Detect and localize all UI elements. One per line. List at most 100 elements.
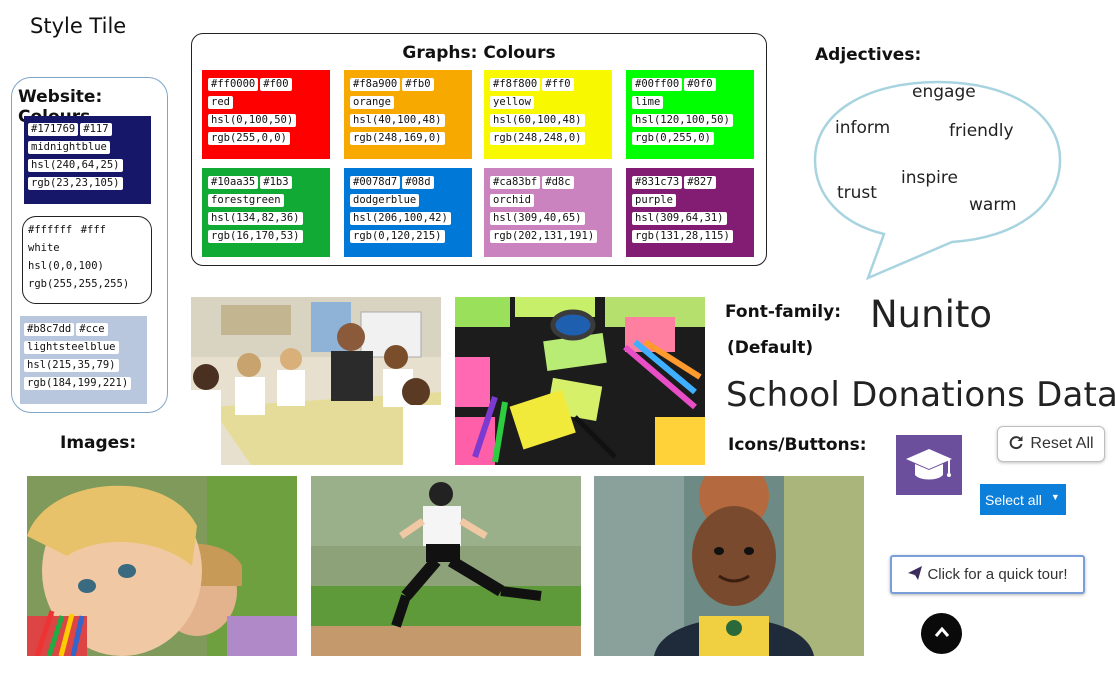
reset-all-label: Reset All bbox=[1030, 435, 1094, 452]
swatch-rgb: rgb(16,170,53) bbox=[208, 230, 303, 243]
swatch-rgb: rgb(255,255,255) bbox=[27, 278, 131, 291]
swatch-rgb: rgb(248,248,0) bbox=[490, 132, 585, 145]
images-heading: Images: bbox=[60, 433, 137, 453]
swatch-short-hex: #d8c bbox=[542, 176, 574, 189]
swatch-name: purple bbox=[632, 194, 676, 207]
reset-all-button[interactable]: Reset All bbox=[997, 426, 1105, 462]
swatch-rgb: rgb(0,255,0) bbox=[632, 132, 714, 145]
swatch-white: #ffffff #fff white hsl(0,0,100) rgb(255,… bbox=[22, 216, 152, 304]
swatch-forestgreen: #10aa35 #1b3 forestgreen hsl(134,82,36) r… bbox=[202, 168, 330, 257]
swatch-short-hex: #117 bbox=[80, 123, 112, 136]
swatch-hsl: hsl(120,100,50) bbox=[632, 114, 733, 127]
swatch-hex: #f8a900 bbox=[350, 78, 401, 91]
adjective-word: trust bbox=[837, 183, 877, 203]
adjectives-heading: Adjectives: bbox=[815, 45, 922, 65]
swatch-hsl: hsl(40,100,48) bbox=[350, 114, 445, 127]
swatch-red: #ff0000 #f00 red hsl(0,100,50) rgb(255,0,… bbox=[202, 70, 330, 159]
swatch-name: midnightblue bbox=[28, 141, 110, 154]
quick-tour-button[interactable]: Click for a quick tour! bbox=[890, 555, 1085, 594]
swatch-orchid: #ca83bf #d8c orchid hsl(309,40,65) rgb(20… bbox=[484, 168, 612, 257]
swatch-short-hex: #ff0 bbox=[542, 78, 574, 91]
sticky-notes-photo bbox=[455, 297, 705, 465]
swatch-hex: #f8f800 bbox=[490, 78, 541, 91]
swatch-hsl: hsl(134,82,36) bbox=[208, 212, 303, 225]
swatch-rgb: rgb(0,120,215) bbox=[350, 230, 445, 243]
adjective-word: inspire bbox=[901, 168, 958, 188]
swatch-short-hex: #1b3 bbox=[260, 176, 292, 189]
swatch-rgb: rgb(255,0,0) bbox=[208, 132, 290, 145]
adjective-word: warm bbox=[969, 195, 1017, 215]
swatch-lime: #00ff00 #0f0 lime hsl(120,100,50) rgb(0,2… bbox=[626, 70, 754, 159]
font-name-sample: Nunito bbox=[870, 293, 993, 336]
caret-down-icon: ▼ bbox=[1050, 491, 1060, 502]
chevron-up-icon bbox=[934, 625, 950, 643]
graph-colours-panel: Graphs: Colours #ff0000 #f00 red hsl(0,10… bbox=[191, 33, 767, 266]
swatch-rgb: rgb(184,199,221) bbox=[24, 377, 132, 390]
swatch-name: white bbox=[27, 242, 61, 255]
swatch-hex: #0078d7 bbox=[350, 176, 401, 189]
swatch-hex: #10aa35 bbox=[208, 176, 259, 189]
speech-bubble: engage inform friendly trust inspire war… bbox=[812, 78, 1064, 283]
graduation-cap-icon[interactable] bbox=[896, 435, 962, 495]
swatch-hsl: hsl(0,100,50) bbox=[208, 114, 297, 127]
scroll-to-top-button[interactable] bbox=[921, 613, 962, 654]
font-sample-text: School Donations Data bbox=[726, 375, 1115, 415]
adjective-word: friendly bbox=[949, 121, 1014, 141]
icons-buttons-heading: Icons/Buttons: bbox=[728, 435, 867, 455]
adjective-word: engage bbox=[912, 82, 976, 102]
paper-plane-icon bbox=[907, 565, 923, 585]
select-all-label: Select all bbox=[985, 491, 1042, 508]
baseball-runner-photo bbox=[311, 476, 581, 656]
swatch-name: lightsteelblue bbox=[24, 341, 119, 354]
swatch-short-hex: #827 bbox=[684, 176, 716, 189]
swatch-short-hex: #cce bbox=[76, 323, 108, 336]
swatch-orange: #f8a900 #fb0 orange hsl(40,100,48) rgb(24… bbox=[344, 70, 472, 159]
swatch-yellow: #f8f800 #ff0 yellow hsl(60,100,48) rgb(24… bbox=[484, 70, 612, 159]
select-all-dropdown[interactable]: Select all ▼ bbox=[980, 484, 1066, 515]
swatch-short-hex: #fb0 bbox=[402, 78, 434, 91]
swatch-hsl: hsl(60,100,48) bbox=[490, 114, 585, 127]
swatch-rgb: rgb(23,23,105) bbox=[28, 177, 123, 190]
girl-portrait-photo bbox=[594, 476, 864, 656]
swatch-hex: #00ff00 bbox=[632, 78, 683, 91]
swatch-hsl: hsl(0,0,100) bbox=[27, 260, 105, 273]
adjective-word: inform bbox=[835, 118, 891, 138]
swatch-name: red bbox=[208, 96, 233, 109]
swatch-lightsteelblue: #b8c7dd #cce lightsteelblue hsl(215,35,79… bbox=[20, 316, 147, 404]
swatch-rgb: rgb(248,169,0) bbox=[350, 132, 445, 145]
graph-colours-heading: Graphs: Colours bbox=[402, 43, 556, 63]
swatch-hsl: hsl(309,64,31) bbox=[632, 212, 727, 225]
swatch-hex: #831c73 bbox=[632, 176, 683, 189]
swatch-name: yellow bbox=[490, 96, 534, 109]
swatch-name: forestgreen bbox=[208, 194, 284, 207]
swatch-hex: #b8c7dd bbox=[24, 323, 75, 336]
swatch-short-hex: #fff bbox=[79, 224, 108, 237]
website-colours-panel: Website: Colours #171769#117 midnightblu… bbox=[11, 77, 168, 413]
swatch-hex: #ca83bf bbox=[490, 176, 541, 189]
quick-tour-label: Click for a quick tour! bbox=[927, 566, 1068, 583]
font-family-default-label: (Default) bbox=[727, 338, 814, 358]
swatch-rgb: rgb(202,131,191) bbox=[490, 230, 598, 243]
swatch-name: dodgerblue bbox=[350, 194, 420, 207]
speech-bubble-shape bbox=[813, 80, 1062, 281]
swatch-name: lime bbox=[632, 96, 664, 109]
swatch-hex: #171769 bbox=[28, 123, 79, 136]
swatch-purple: #831c73 #827 purple hsl(309,64,31) rgb(13… bbox=[626, 168, 754, 257]
font-family-label: Font-family: bbox=[725, 302, 842, 322]
swatch-rgb: rgb(131,28,115) bbox=[632, 230, 733, 243]
swatch-name: orchid bbox=[490, 194, 534, 207]
swatch-hsl: hsl(309,40,65) bbox=[490, 212, 585, 225]
swatch-hsl: hsl(215,35,79) bbox=[24, 359, 119, 372]
classroom-photo bbox=[191, 297, 441, 465]
swatch-hsl: hsl(206,100,42) bbox=[350, 212, 451, 225]
swatch-name: orange bbox=[350, 96, 394, 109]
swatch-short-hex: #f00 bbox=[260, 78, 292, 91]
child-portrait-photo bbox=[27, 476, 297, 656]
swatch-midnightblue: #171769 #117 midnightblue hsl(240,64,25) … bbox=[24, 116, 151, 204]
swatch-hsl: hsl(240,64,25) bbox=[28, 159, 123, 172]
swatch-hex: #ff0000 bbox=[208, 78, 259, 91]
swatch-short-hex: #0f0 bbox=[684, 78, 716, 91]
swatch-dodgerblue: #0078d7 #08d dodgerblue hsl(206,100,42) r… bbox=[344, 168, 472, 257]
swatch-short-hex: #08d bbox=[402, 176, 434, 189]
page-title: Style Tile bbox=[30, 14, 127, 38]
